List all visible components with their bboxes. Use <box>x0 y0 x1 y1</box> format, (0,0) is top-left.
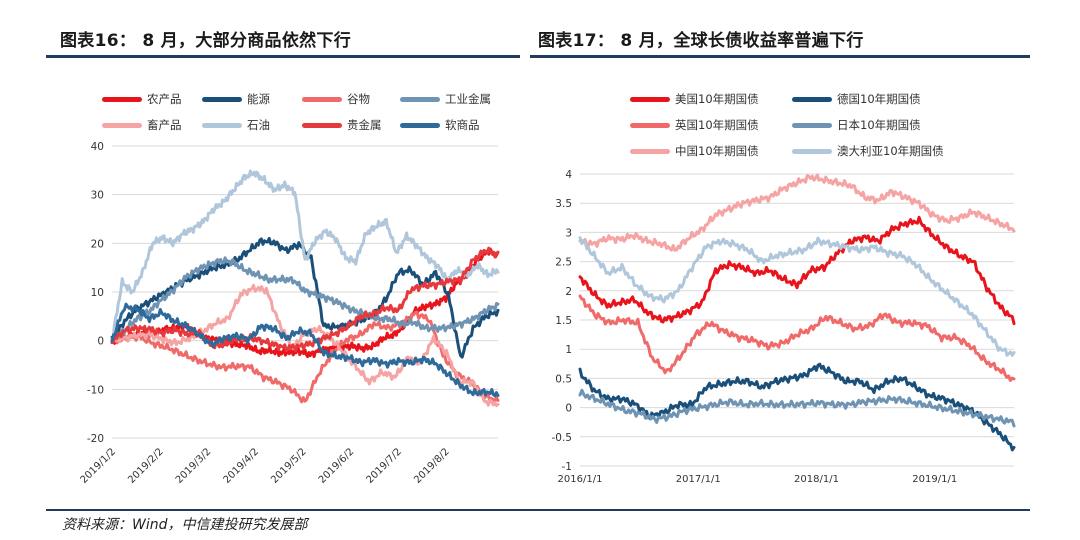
legend-label: 中国10年期国债 <box>675 144 759 158</box>
legend-item-澳大利亚10年期国债: 澳大利亚10年期国债 <box>792 142 944 160</box>
x-tick-label: 2019/4/2 <box>222 446 262 486</box>
y-tick-label: 10 <box>91 287 104 299</box>
legend-item-工业金属: 工业金属 <box>400 90 491 108</box>
series-line-软商品 <box>110 302 500 398</box>
y-tick-label: -10 <box>87 384 104 396</box>
series-line-日本10年期国债 <box>578 388 1016 428</box>
y-tick-label: 20 <box>91 238 104 250</box>
series-line-澳大利亚10年期国债 <box>578 236 1016 357</box>
x-tick-label: 2019/2/2 <box>126 446 166 486</box>
legend-label: 石油 <box>247 118 270 132</box>
legend-item-贵金属: 贵金属 <box>302 116 382 134</box>
title-rule-right <box>530 55 1030 58</box>
footer-rule <box>46 509 1030 511</box>
source-note: 资料来源：Wind，中信建投研究发展部 <box>62 517 308 533</box>
legend-label: 德国10年期国债 <box>837 92 921 106</box>
x-tick-label: 2019/1/2 <box>79 446 119 486</box>
series-line-工业金属 <box>110 256 500 345</box>
legend-label: 谷物 <box>347 92 370 106</box>
y-tick-label: 3 <box>565 227 572 239</box>
series-line-谷物 <box>110 310 500 404</box>
series-line-中国10年期国债 <box>578 173 1016 252</box>
y-tick-label: 1.5 <box>555 315 572 327</box>
legend-item-德国10年期国债: 德国10年期国债 <box>792 90 921 108</box>
legend-swatch <box>792 148 832 154</box>
y-tick-label: 2.5 <box>555 257 572 269</box>
legend-item-中国10年期国债: 中国10年期国债 <box>630 142 759 160</box>
bond-yield-chart: -1 -0.5 0 0.5 1 1.5 2 2.5 3 3.5 4 2016/1/1 2017/1/1 2… <box>524 62 1036 502</box>
x-tick-label: 2019/3/2 <box>174 446 214 486</box>
legend-label: 能源 <box>247 92 270 106</box>
legend-label: 澳大利亚10年期国债 <box>837 144 944 158</box>
legend-label: 软商品 <box>445 118 480 132</box>
legend-item-日本10年期国债: 日本10年期国债 <box>792 116 921 134</box>
legend-item-美国10年期国债: 美国10年期国债 <box>630 90 759 108</box>
y-tick-label: 3.5 <box>555 198 572 210</box>
x-tick-label: 2019/8/2 <box>412 446 452 486</box>
legend-item-畜产品: 畜产品 <box>102 116 182 134</box>
y-tick-label: 0.5 <box>555 373 572 385</box>
chart-title-right: 图表17： 8 月，全球长债收益率普遍下行 <box>538 31 864 51</box>
legend-swatch <box>302 122 342 128</box>
y-tick-label: 1 <box>565 344 572 356</box>
x-tick-label: 2018/1/1 <box>794 474 839 485</box>
legend-swatch <box>400 96 440 102</box>
legend-swatch <box>400 122 440 128</box>
y-tick-label: 0 <box>565 403 572 415</box>
legend-label: 英国10年期国债 <box>675 118 759 132</box>
legend-item-农产品: 农产品 <box>102 90 182 108</box>
y-tick-label: 30 <box>91 190 104 202</box>
x-tick-label: 2016/1/1 <box>558 474 603 485</box>
legend-swatch <box>102 96 142 102</box>
y-tick-label: 40 <box>91 141 104 153</box>
legend-swatch <box>202 122 242 128</box>
title-rule-left <box>46 55 520 58</box>
legend-swatch <box>630 122 670 128</box>
legend-item-英国10年期国债: 英国10年期国债 <box>630 116 759 134</box>
series-line-德国10年期国债 <box>578 362 1016 452</box>
legend-label: 日本10年期国债 <box>837 118 921 132</box>
legend-swatch <box>202 96 242 102</box>
y-tick-label: 2 <box>565 286 572 298</box>
y-tick-label: -1 <box>562 461 572 473</box>
legend-swatch <box>792 122 832 128</box>
y-tick-label: -0.5 <box>552 432 573 444</box>
series-line-美国10年期国债 <box>578 215 1016 326</box>
bond-yield-chart-svg: -1 -0.5 0 0.5 1 1.5 2 2.5 3 3.5 4 2016/1/1 2017/1/1 2… <box>552 169 1016 485</box>
x-tick-label: 2017/1/1 <box>676 474 721 485</box>
x-tick-label: 2019/1/1 <box>912 474 957 485</box>
y-tick-label: 4 <box>565 169 572 181</box>
legend-swatch <box>630 96 670 102</box>
chart-title-left: 图表16： 8 月，大部分商品依然下行 <box>60 31 352 51</box>
legend-label: 畜产品 <box>147 118 182 132</box>
legend-swatch <box>102 122 142 128</box>
legend-label: 工业金属 <box>445 92 491 106</box>
series-line-贵金属 <box>110 246 500 353</box>
legend-label: 农产品 <box>147 92 182 106</box>
legend-item-软商品: 软商品 <box>400 116 480 134</box>
legend-item-谷物: 谷物 <box>302 90 370 108</box>
x-tick-label: 2019/6/2 <box>317 446 357 486</box>
x-tick-label: 2019/7/2 <box>365 446 405 486</box>
legend-item-能源: 能源 <box>202 90 270 108</box>
y-tick-label: 0 <box>97 336 104 348</box>
x-tick-label: 2019/5/2 <box>269 446 309 486</box>
commodity-chart: -20 -10 0 10 20 30 40 2019/1/2 2019/2/2 2019/3/2 2… <box>46 62 558 502</box>
legend-swatch <box>302 96 342 102</box>
y-tick-label: -20 <box>87 433 104 445</box>
legend-swatch <box>792 96 832 102</box>
legend-item-石油: 石油 <box>202 116 270 134</box>
legend-swatch <box>630 148 670 154</box>
series-line-石油 <box>110 169 500 342</box>
series-line-英国10年期国债 <box>578 294 1016 382</box>
legend-label: 贵金属 <box>347 118 382 132</box>
legend-label: 美国10年期国债 <box>675 92 759 106</box>
